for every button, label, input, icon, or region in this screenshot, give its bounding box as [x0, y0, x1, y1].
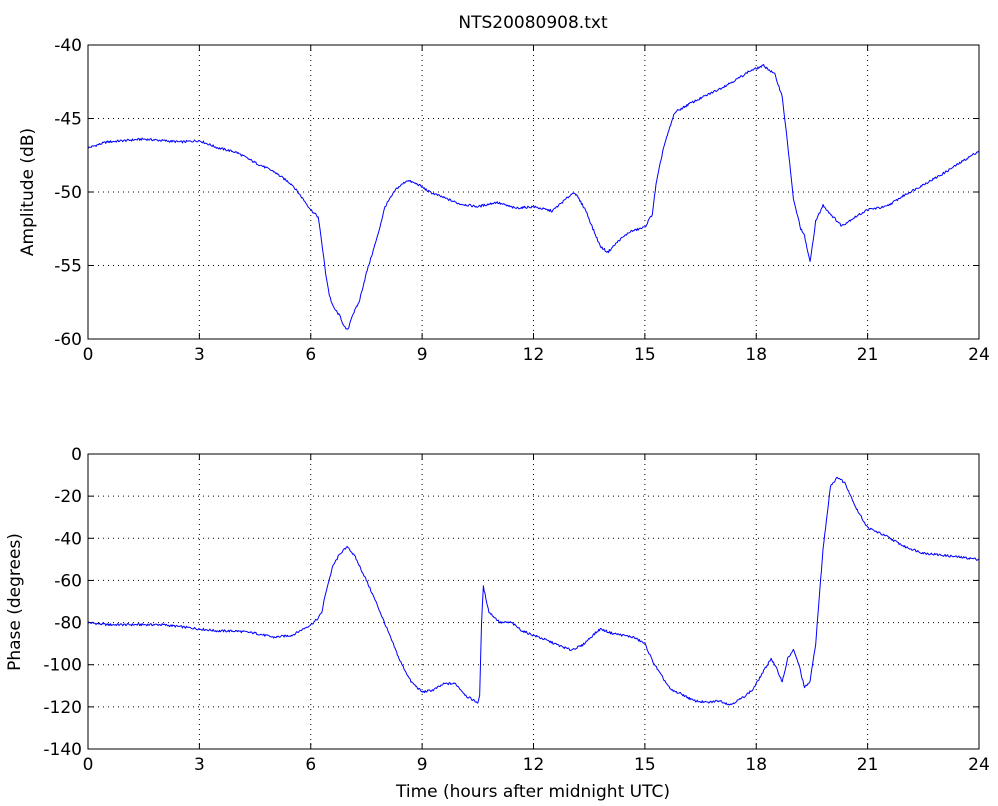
x-tick-label: 18 — [745, 755, 767, 775]
amplitude-plot: Amplitude (dB) 0 3 6 9 12 15 18 21 24 -60 -55 -50 -4… — [18, 36, 990, 365]
amplitude-y-axis-label: Amplitude (dB) — [18, 128, 38, 256]
series-line — [87, 476, 980, 706]
x-tick-label: 24 — [968, 755, 990, 775]
y-tick-label: -60 — [54, 330, 82, 350]
x-tick-label: 0 — [83, 345, 94, 365]
phase-y-axis-label: Phase (degrees) — [5, 533, 25, 671]
x-tick-label: 15 — [634, 755, 656, 775]
series-line — [87, 63, 980, 330]
y-tick-label: -120 — [43, 698, 82, 718]
y-tick-label: 0 — [71, 445, 82, 465]
x-tick-label: 6 — [305, 345, 316, 365]
y-tick-label: -100 — [43, 656, 82, 676]
y-tick-label: -55 — [54, 257, 82, 277]
x-tick-label: 21 — [857, 755, 879, 775]
y-tick-label: -60 — [54, 571, 82, 591]
x-tick-label: 3 — [194, 345, 205, 365]
x-tick-label: 12 — [523, 755, 545, 775]
plot-border — [87, 453, 980, 750]
time-x-axis-label: Time (hours after midnight UTC) — [395, 782, 670, 802]
y-tick-label: -140 — [43, 740, 82, 760]
x-tick-label: 15 — [634, 345, 656, 365]
x-tick-label: 9 — [417, 345, 428, 365]
y-tick-label: -20 — [54, 487, 82, 507]
x-tick-label: 9 — [417, 755, 428, 775]
y-tick-label: -45 — [54, 110, 82, 130]
x-tick-label: 0 — [83, 755, 94, 775]
figure-title: NTS20080908.txt — [458, 13, 608, 33]
y-tick-label: -80 — [54, 614, 82, 634]
x-tick-label: 6 — [305, 755, 316, 775]
x-tick-label: 24 — [968, 345, 990, 365]
y-tick-label: -40 — [54, 529, 82, 549]
plot-border — [87, 44, 980, 340]
x-tick-label: 18 — [745, 345, 767, 365]
x-tick-label: 12 — [523, 345, 545, 365]
y-tick-label: -50 — [54, 183, 82, 203]
x-tick-label: 21 — [857, 345, 879, 365]
x-tick-label: 3 — [194, 755, 205, 775]
y-tick-label: -40 — [54, 36, 82, 56]
phase-plot: Phase (degrees) Time (hours after midnig… — [5, 445, 990, 802]
